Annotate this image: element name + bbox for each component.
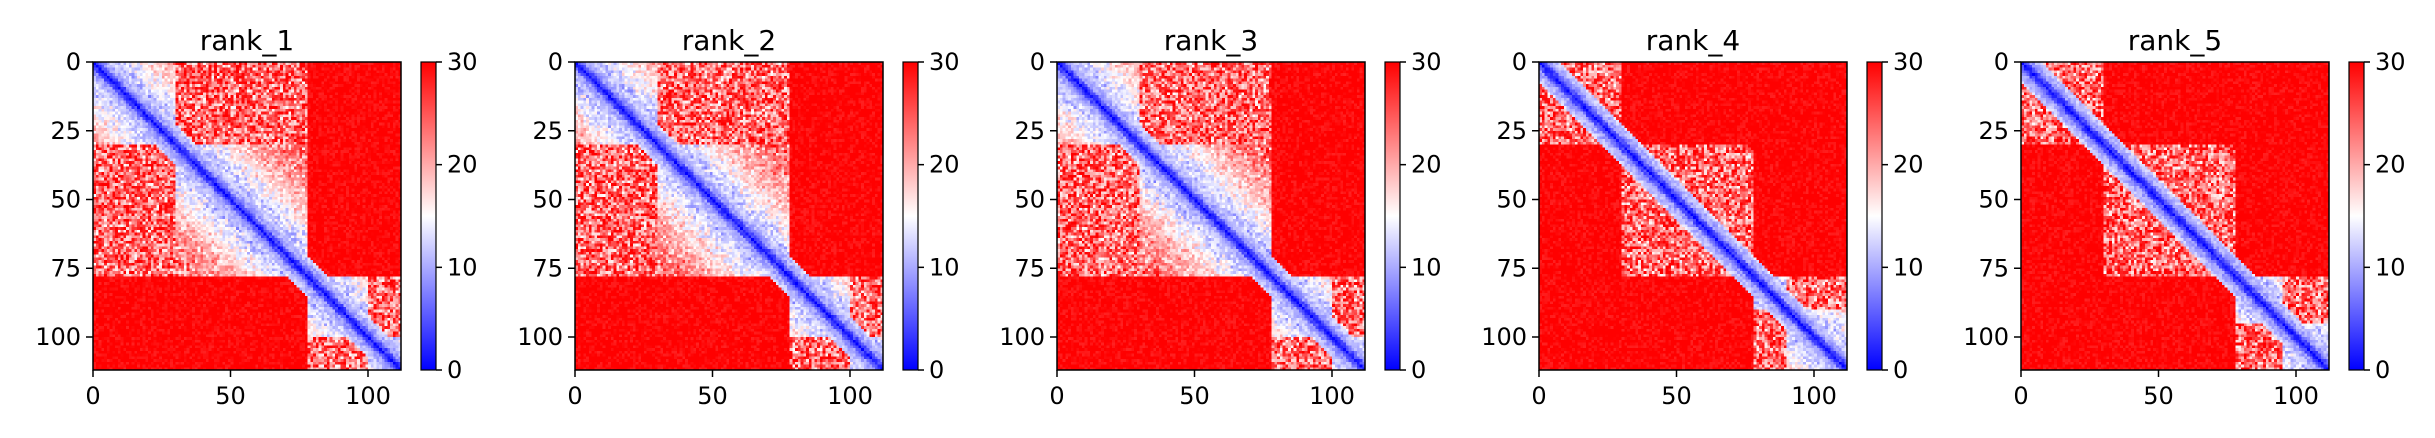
y-tick-label: 50 [1014,186,1045,214]
colorbar-tick-label: 10 [929,253,960,281]
colorbar-tick-label: 20 [1893,151,1924,179]
x-tick-label: 0 [567,382,582,410]
panel-4: rank_4 0 50 100 0 25 50 75 100 0 10 20 30 [1481,24,1923,410]
y-tick-label: 0 [1512,48,1527,76]
x-tick-label: 50 [2143,382,2174,410]
x-tick-label: 100 [1309,382,1355,410]
y-tick-label: 50 [50,186,81,214]
colorbar-tick-label: 30 [929,48,960,76]
x-tick-label: 50 [1179,382,1210,410]
colorbar-tick-label: 0 [929,356,944,384]
heatmap-image [2021,62,2329,370]
heatmap-image [1539,62,1847,370]
y-tick-label: 75 [50,254,81,282]
panel-title: rank_5 [2128,24,2222,57]
colorbar-tick-label: 10 [1411,253,1442,281]
y-tick-label: 25 [1014,117,1045,145]
panel-title: rank_1 [200,24,294,57]
colorbar [1866,61,1883,371]
y-tick-label: 100 [35,323,81,351]
colorbar [2348,61,2365,371]
heatmap-image [575,62,883,370]
heatmap-image [93,62,401,370]
y-tick-label: 100 [517,323,563,351]
y-tick-label: 25 [1978,117,2009,145]
panel-5: rank_5 0 50 100 0 25 50 75 100 0 10 20 30 [1963,24,2405,410]
y-tick-label: 25 [1496,117,1527,145]
colorbar-tick-label: 10 [447,253,478,281]
x-tick-label: 100 [1791,382,1837,410]
x-tick-label: 100 [827,382,873,410]
y-tick-label: 25 [50,117,81,145]
colorbar [420,61,437,371]
colorbar-tick-label: 20 [929,151,960,179]
x-tick-label: 50 [697,382,728,410]
x-tick-label: 50 [215,382,246,410]
y-tick-label: 0 [1994,48,2009,76]
axes-frame [574,61,884,371]
colorbar-tick-label: 0 [1411,356,1426,384]
y-tick-label: 100 [1481,323,1527,351]
panel-3: rank_3 0 50 100 0 25 50 75 100 0 10 20 30 [999,24,1441,410]
y-tick-label: 0 [1030,48,1045,76]
panel-1: rank_1 0 50 100 0 25 50 75 100 0 10 20 30 [35,24,477,410]
y-tick-label: 75 [1978,254,2009,282]
panel-title: rank_2 [682,24,776,57]
colorbar-tick-label: 20 [447,151,478,179]
colorbar-tick-label: 20 [2375,151,2406,179]
panel-2: rank_2 0 50 100 0 25 50 75 100 0 10 20 30 [517,24,959,410]
x-tick-label: 0 [1531,382,1546,410]
axes-frame [1538,61,1848,371]
y-tick-label: 100 [999,323,1045,351]
colorbar-tick-label: 0 [447,356,462,384]
colorbar-tick-label: 30 [447,48,478,76]
y-tick-label: 50 [532,186,563,214]
heatmap-image [1057,62,1365,370]
colorbar-tick-label: 30 [1411,48,1442,76]
x-tick-label: 50 [1661,382,1692,410]
colorbar-tick-label: 0 [1893,356,1908,384]
x-tick-label: 0 [85,382,100,410]
y-tick-label: 50 [1978,186,2009,214]
y-tick-label: 0 [66,48,81,76]
colorbar-tick-label: 30 [1893,48,1924,76]
panel-title: rank_3 [1164,24,1258,57]
colorbar-tick-label: 0 [2375,356,2390,384]
colorbar-tick-label: 10 [2375,253,2406,281]
colorbar-tick-label: 30 [2375,48,2406,76]
y-tick-label: 75 [1014,254,1045,282]
x-tick-label: 100 [345,382,391,410]
colorbar-tick-label: 10 [1893,253,1924,281]
y-tick-label: 0 [548,48,563,76]
x-tick-label: 100 [2273,382,2319,410]
colorbar-tick-label: 20 [1411,151,1442,179]
colorbar [1384,61,1401,371]
colorbar [902,61,919,371]
y-tick-label: 75 [1496,254,1527,282]
x-tick-label: 0 [1049,382,1064,410]
panel-title: rank_4 [1646,24,1740,57]
axes-frame [1056,61,1366,371]
axes-frame [92,61,402,371]
y-tick-label: 50 [1496,186,1527,214]
y-tick-label: 100 [1963,323,2009,351]
axes-frame [2020,61,2330,371]
x-tick-label: 0 [2013,382,2028,410]
y-tick-label: 25 [532,117,563,145]
y-tick-label: 75 [532,254,563,282]
